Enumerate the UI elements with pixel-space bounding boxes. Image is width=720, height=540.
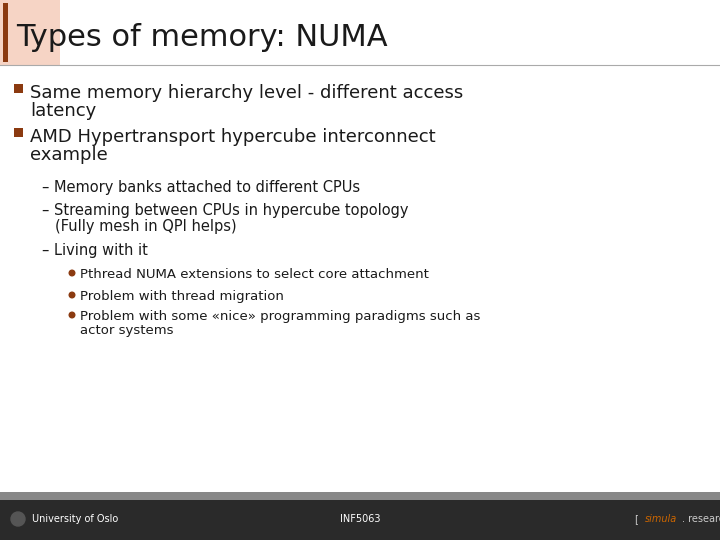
- Circle shape: [69, 292, 75, 298]
- Circle shape: [11, 512, 25, 526]
- Text: Problem with thread migration: Problem with thread migration: [80, 290, 284, 303]
- Text: AMD Hypertransport hypercube interconnect: AMD Hypertransport hypercube interconnec…: [30, 128, 436, 146]
- Text: (Fully mesh in QPI helps): (Fully mesh in QPI helps): [55, 219, 237, 234]
- Text: – Streaming between CPUs in hypercube topology: – Streaming between CPUs in hypercube to…: [42, 203, 408, 218]
- Text: – Living with it: – Living with it: [42, 243, 148, 258]
- Bar: [0, 0, 60, 65]
- Text: simula: simula: [645, 514, 678, 524]
- Bar: [14, 84, 23, 93]
- Text: University of Oslo: University of Oslo: [32, 514, 118, 524]
- Text: actor systems: actor systems: [80, 324, 174, 337]
- Text: – Memory banks attached to different CPUs: – Memory banks attached to different CPU…: [42, 180, 360, 195]
- Circle shape: [69, 270, 75, 276]
- Circle shape: [69, 312, 75, 318]
- Text: Pthread NUMA extensions to select core attachment: Pthread NUMA extensions to select core a…: [80, 268, 429, 281]
- Text: Types of memory: NUMA: Types of memory: NUMA: [16, 24, 387, 52]
- Bar: [0, 0, 720, 65]
- Text: latency: latency: [30, 102, 96, 120]
- Text: . research laboratory ]: . research laboratory ]: [682, 514, 720, 524]
- Text: INF5063: INF5063: [340, 514, 380, 524]
- Text: [: [: [635, 514, 642, 524]
- Text: example: example: [30, 146, 108, 164]
- Bar: [14, 128, 23, 137]
- Text: Same memory hierarchy level - different access: Same memory hierarchy level - different …: [30, 84, 463, 102]
- Bar: [0, 500, 720, 540]
- Text: Problem with some «nice» programming paradigms such as: Problem with some «nice» programming par…: [80, 310, 480, 323]
- Bar: [0, 492, 720, 500]
- Bar: [0, 65, 720, 495]
- Bar: [3, 3, 8, 62]
